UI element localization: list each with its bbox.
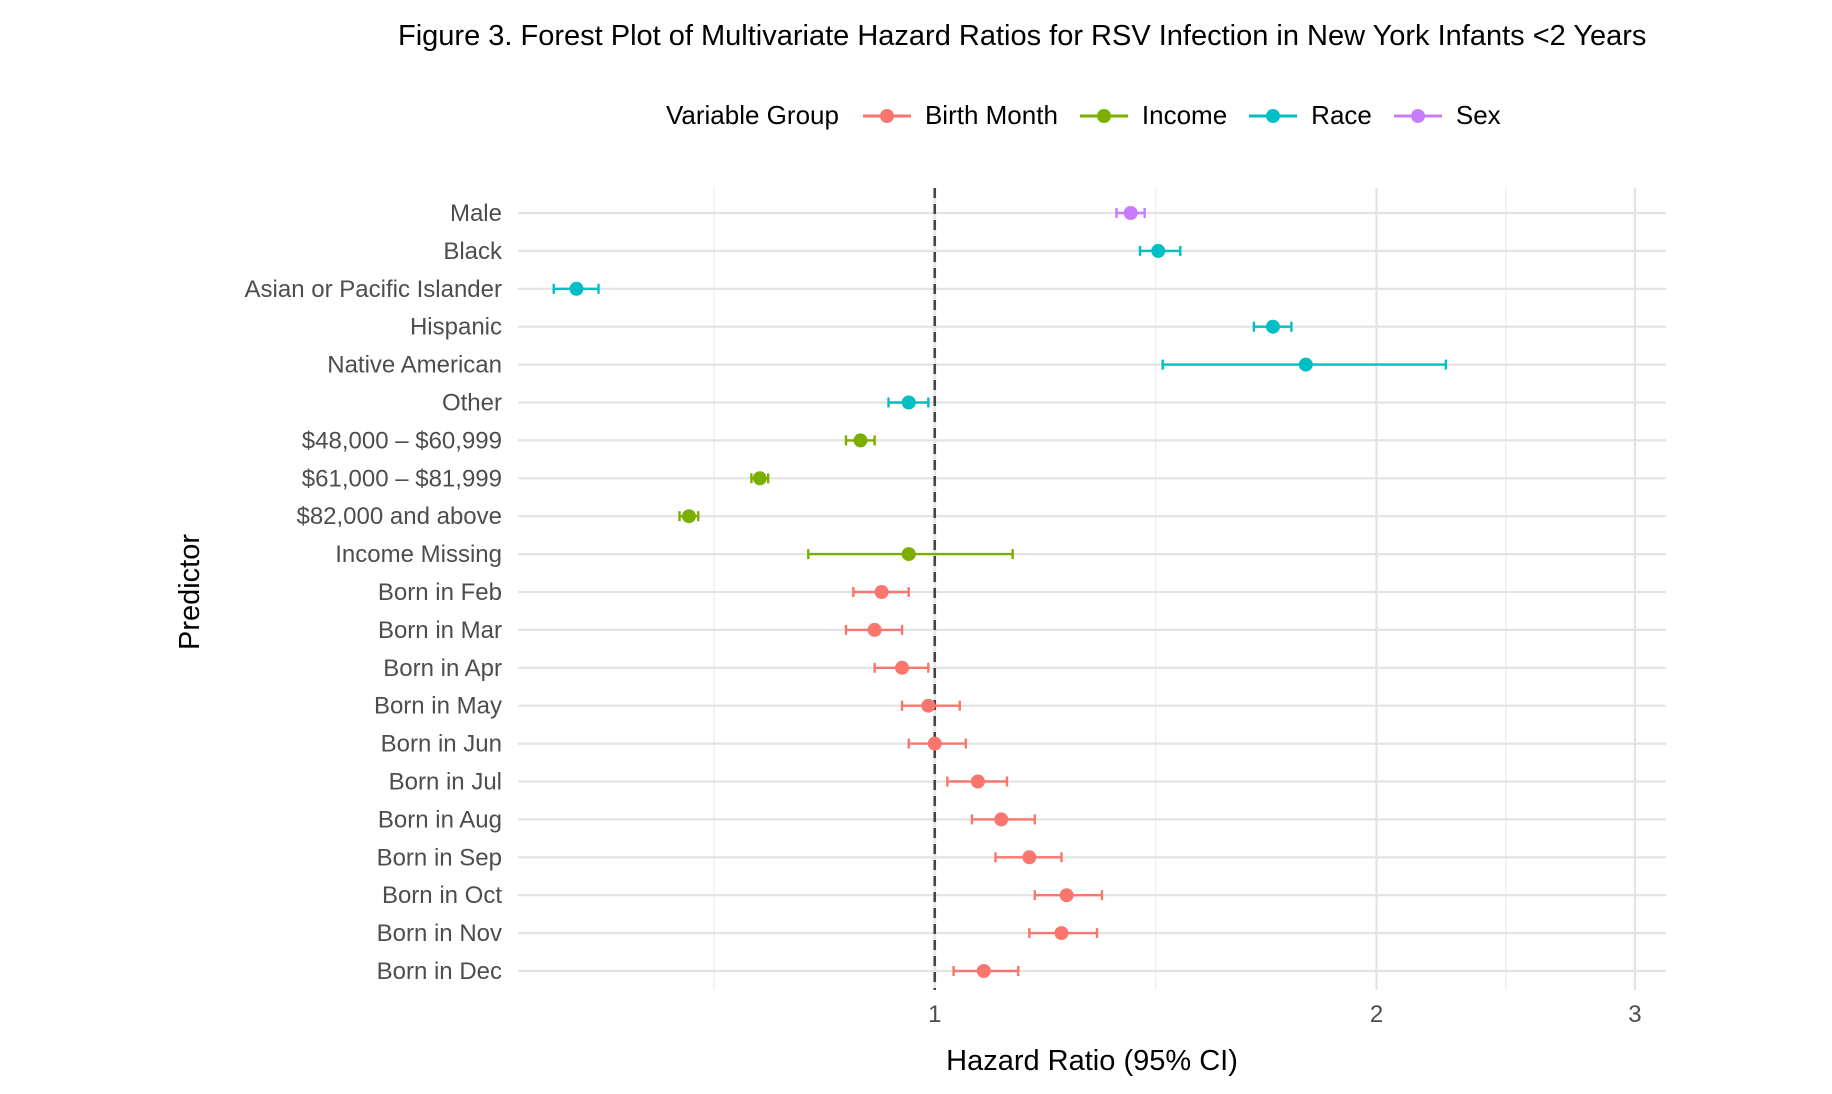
legend-key-birth-month bbox=[862, 108, 911, 123]
legend-title: Variable Group bbox=[666, 100, 839, 130]
point-61-000-81-999 bbox=[752, 471, 767, 486]
point-born-in-feb bbox=[874, 585, 889, 599]
legend-item-income: Income bbox=[1078, 100, 1227, 131]
y-tick-label: Born in Aug bbox=[378, 806, 502, 833]
y-tick-label: Born in Nov bbox=[377, 920, 502, 947]
y-tick-label: Male bbox=[450, 200, 502, 227]
y-tick-label: Black bbox=[443, 238, 503, 265]
point-black bbox=[1151, 243, 1166, 258]
point-born-in-mar bbox=[867, 622, 882, 637]
y-tick-label: Other bbox=[442, 390, 502, 417]
y-tick-label: Hispanic bbox=[410, 314, 502, 341]
x-tick-label: 1 bbox=[928, 1001, 941, 1028]
y-tick-label: Born in May bbox=[374, 693, 502, 720]
legend: Variable Group Birth Month Income Race S… bbox=[666, 100, 1521, 131]
y-tick-label: Asian or Pacific Islander bbox=[245, 276, 502, 303]
grid-layer bbox=[518, 188, 1666, 990]
point-born-in-may bbox=[921, 698, 936, 713]
x-tick-label: 2 bbox=[1370, 1001, 1383, 1028]
x-tick-label: 3 bbox=[1628, 1001, 1641, 1028]
legend-key-race bbox=[1249, 108, 1298, 123]
x-axis-title: Hazard Ratio (95% CI) bbox=[946, 1045, 1238, 1077]
y-tick-label: Born in Sep bbox=[377, 844, 502, 871]
y-tick-label: Born in Apr bbox=[383, 655, 502, 682]
point-hispanic bbox=[1265, 319, 1280, 334]
y-tick-label: Born in Dec bbox=[377, 958, 502, 985]
y-tick-label: Born in Mar bbox=[378, 617, 502, 644]
point-born-in-apr bbox=[895, 660, 910, 675]
y-tick-label: Born in Jun bbox=[381, 731, 502, 758]
y-tick-label: Native American bbox=[327, 352, 502, 379]
y-tick-label: Income Missing bbox=[335, 541, 502, 568]
legend-key-income bbox=[1079, 108, 1128, 123]
legend-label-income: Income bbox=[1141, 100, 1228, 130]
point-born-in-oct bbox=[1059, 888, 1074, 903]
legend-label-sex: Sex bbox=[1455, 100, 1501, 130]
point-other bbox=[901, 395, 916, 410]
legend-item-race: Race bbox=[1247, 100, 1372, 131]
x-tick-labels: 1 2 3 bbox=[928, 1001, 1642, 1028]
y-tick-label: Born in Oct bbox=[382, 882, 502, 909]
y-tick-label: Born in Feb bbox=[378, 579, 502, 606]
point-male bbox=[1123, 206, 1138, 220]
point-born-in-dec bbox=[976, 964, 991, 978]
legend-item-sex: Sex bbox=[1392, 100, 1501, 131]
chart-title: Figure 3. Forest Plot of Multivariate Ha… bbox=[398, 20, 1647, 52]
legend-item-birth-month: Birth Month bbox=[861, 100, 1058, 131]
point-born-in-sep bbox=[1022, 850, 1037, 865]
point-born-in-aug bbox=[994, 812, 1009, 827]
y-tick-label: $82,000 and above bbox=[296, 503, 502, 530]
point-born-in-nov bbox=[1054, 926, 1069, 941]
point-born-in-jun bbox=[927, 736, 942, 751]
point-income-missing bbox=[901, 547, 916, 562]
y-tick-label: $48,000 – $60,999 bbox=[302, 427, 502, 454]
point-48-000-60-999 bbox=[853, 433, 868, 448]
point-layer bbox=[569, 206, 1313, 978]
point-asian-or-pacific-islander bbox=[569, 281, 584, 296]
point-82-000-and-above bbox=[681, 509, 696, 524]
point-born-in-jul bbox=[970, 774, 985, 789]
y-tick-label: $61,000 – $81,999 bbox=[302, 465, 502, 492]
legend-label-birth-month: Birth Month bbox=[924, 100, 1058, 130]
legend-key-sex bbox=[1393, 108, 1442, 123]
y-tick-labels: Male Black Asian or Pacific Islander Hispan… bbox=[245, 200, 503, 985]
y-tick-label: Born in Jul bbox=[389, 769, 502, 796]
legend-label-race: Race bbox=[1311, 100, 1372, 130]
point-native-american bbox=[1298, 357, 1313, 372]
y-axis-title: Predictor bbox=[174, 534, 206, 650]
